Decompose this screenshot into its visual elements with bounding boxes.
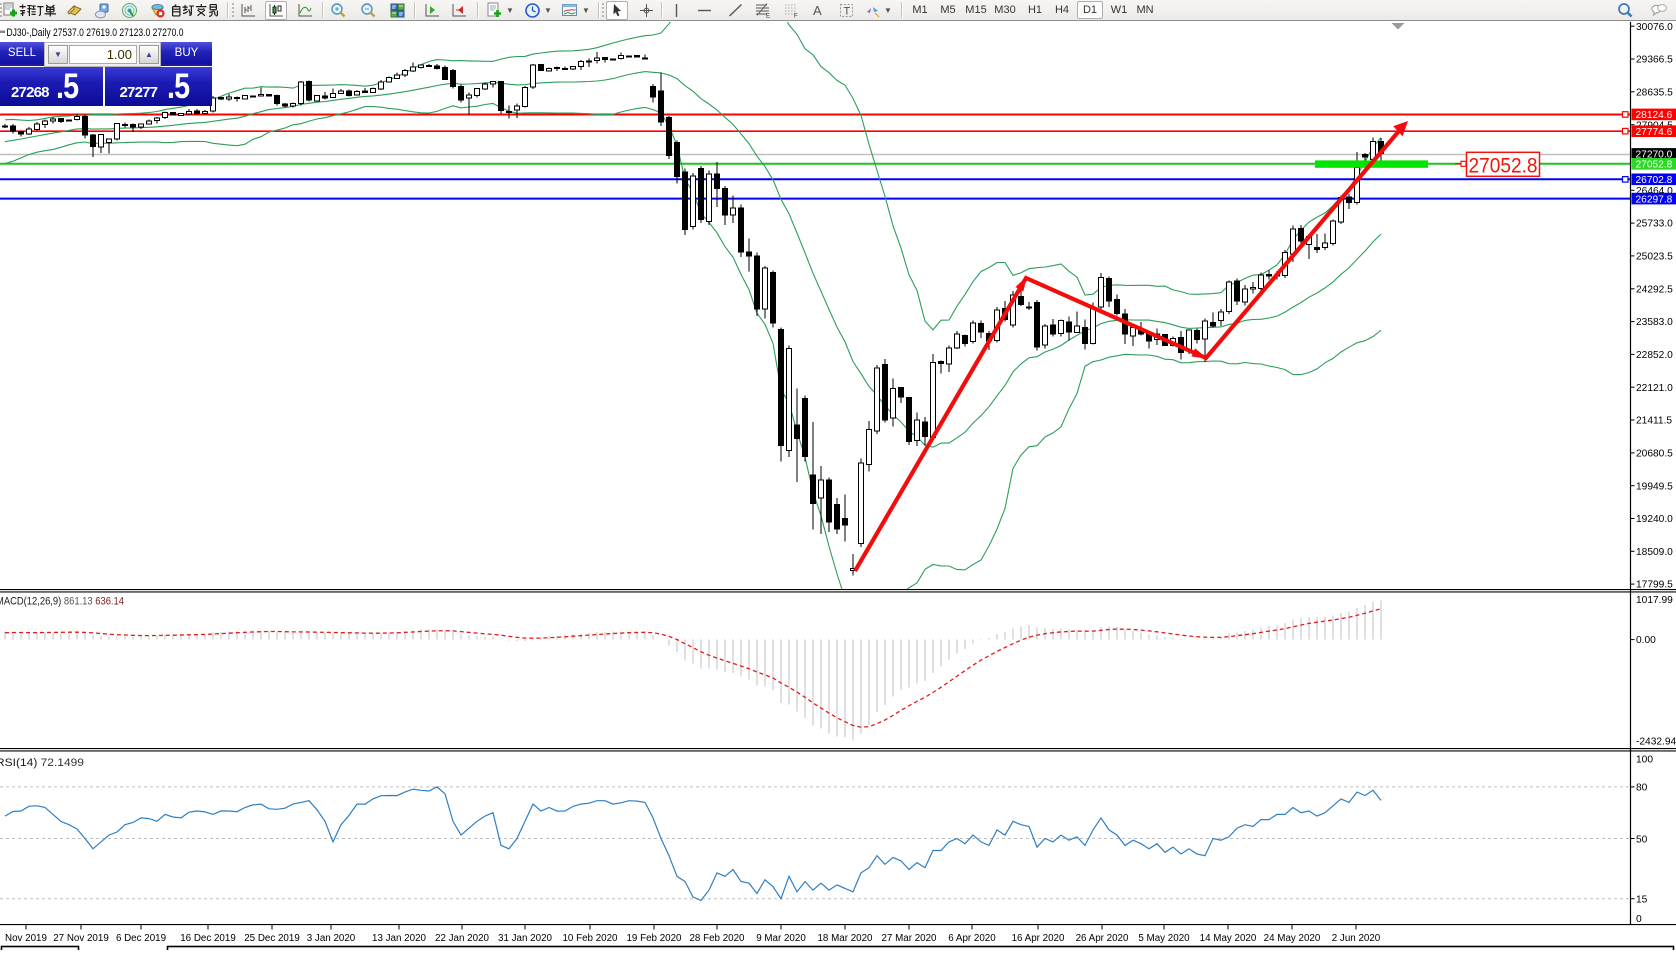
svg-text:23583.0: 23583.0	[1636, 317, 1673, 328]
svg-text:15: 15	[1636, 895, 1648, 906]
svg-text:27052.8: 27052.8	[1469, 154, 1538, 178]
svg-text:24 May 2020: 24 May 2020	[1264, 933, 1321, 944]
svg-text:6 Apr 2020: 6 Apr 2020	[948, 933, 996, 944]
svg-text:A: A	[813, 3, 822, 18]
svg-text:25 Dec 2019: 25 Dec 2019	[244, 933, 300, 944]
svg-text:19 Feb 2020: 19 Feb 2020	[626, 933, 682, 944]
svg-text:T: T	[844, 6, 851, 18]
svg-text:19949.5: 19949.5	[1636, 481, 1673, 492]
svg-text:50: 50	[1636, 834, 1648, 845]
svg-text:26 Apr 2020: 26 Apr 2020	[1076, 933, 1129, 944]
svg-text:100: 100	[1636, 754, 1653, 765]
svg-text:21411.5: 21411.5	[1636, 416, 1672, 427]
svg-text:16 Apr 2020: 16 Apr 2020	[1012, 933, 1065, 944]
svg-text:29366.5: 29366.5	[1636, 55, 1673, 66]
svg-text:3 Jan 2020: 3 Jan 2020	[307, 933, 356, 944]
svg-text:22 Jan 2020: 22 Jan 2020	[435, 933, 489, 944]
svg-text:F: F	[794, 14, 798, 20]
svg-text:26702.8: 26702.8	[1636, 175, 1673, 186]
svg-text:28 Feb 2020: 28 Feb 2020	[689, 933, 745, 944]
svg-text:27 Mar 2020: 27 Mar 2020	[881, 933, 937, 944]
svg-text:30076.0: 30076.0	[1636, 22, 1673, 33]
svg-text:0.00: 0.00	[1636, 635, 1656, 646]
svg-text:2 Jun 2020: 2 Jun 2020	[1332, 933, 1381, 944]
svg-text:28124.6: 28124.6	[1636, 110, 1673, 121]
svg-text:26297.8: 26297.8	[1636, 194, 1673, 205]
svg-text:27774.6: 27774.6	[1636, 127, 1673, 138]
svg-text:28635.5: 28635.5	[1636, 87, 1673, 98]
svg-text:25733.0: 25733.0	[1636, 219, 1673, 230]
svg-text:18509.0: 18509.0	[1636, 547, 1673, 558]
svg-text:6 Dec 2019: 6 Dec 2019	[116, 933, 166, 944]
svg-text:MACD(12,26,9) 861.13 636.14: MACD(12,26,9) 861.13 636.14	[0, 596, 124, 608]
svg-text:19240.0: 19240.0	[1636, 514, 1673, 525]
svg-text:18 Mar 2020: 18 Mar 2020	[817, 933, 873, 944]
svg-text:10 Feb 2020: 10 Feb 2020	[562, 933, 618, 944]
svg-text:9 Mar 2020: 9 Mar 2020	[756, 933, 806, 944]
svg-text:RSI(14) 72.1499: RSI(14) 72.1499	[0, 757, 84, 769]
svg-text:27 Nov 2019: 27 Nov 2019	[53, 933, 109, 944]
svg-text:-2432.94: -2432.94	[1636, 737, 1676, 748]
svg-text:20680.5: 20680.5	[1636, 449, 1673, 460]
svg-text:31 Jan 2020: 31 Jan 2020	[498, 933, 552, 944]
svg-text:22852.0: 22852.0	[1636, 350, 1673, 361]
svg-text:E: E	[766, 14, 770, 20]
svg-text:DJ30-,Daily 27537.0 27619.0 2: DJ30-,Daily 27537.0 27619.0 27123.0 2727…	[7, 27, 184, 39]
svg-text:27052.8: 27052.8	[1636, 160, 1673, 171]
svg-text:80: 80	[1636, 783, 1648, 794]
svg-text:13 Jan 2020: 13 Jan 2020	[372, 933, 426, 944]
svg-text:5 May 2020: 5 May 2020	[1138, 933, 1190, 944]
svg-text:14 May 2020: 14 May 2020	[1200, 933, 1257, 944]
svg-text:16 Dec 2019: 16 Dec 2019	[180, 933, 236, 944]
svg-text:1017.99: 1017.99	[1636, 595, 1673, 606]
svg-text:0: 0	[1636, 914, 1642, 925]
svg-text:25023.5: 25023.5	[1636, 252, 1673, 263]
svg-text:24292.5: 24292.5	[1636, 284, 1673, 295]
svg-text:Nov 2019: Nov 2019	[5, 933, 47, 944]
svg-text:22121.0: 22121.0	[1636, 383, 1673, 394]
